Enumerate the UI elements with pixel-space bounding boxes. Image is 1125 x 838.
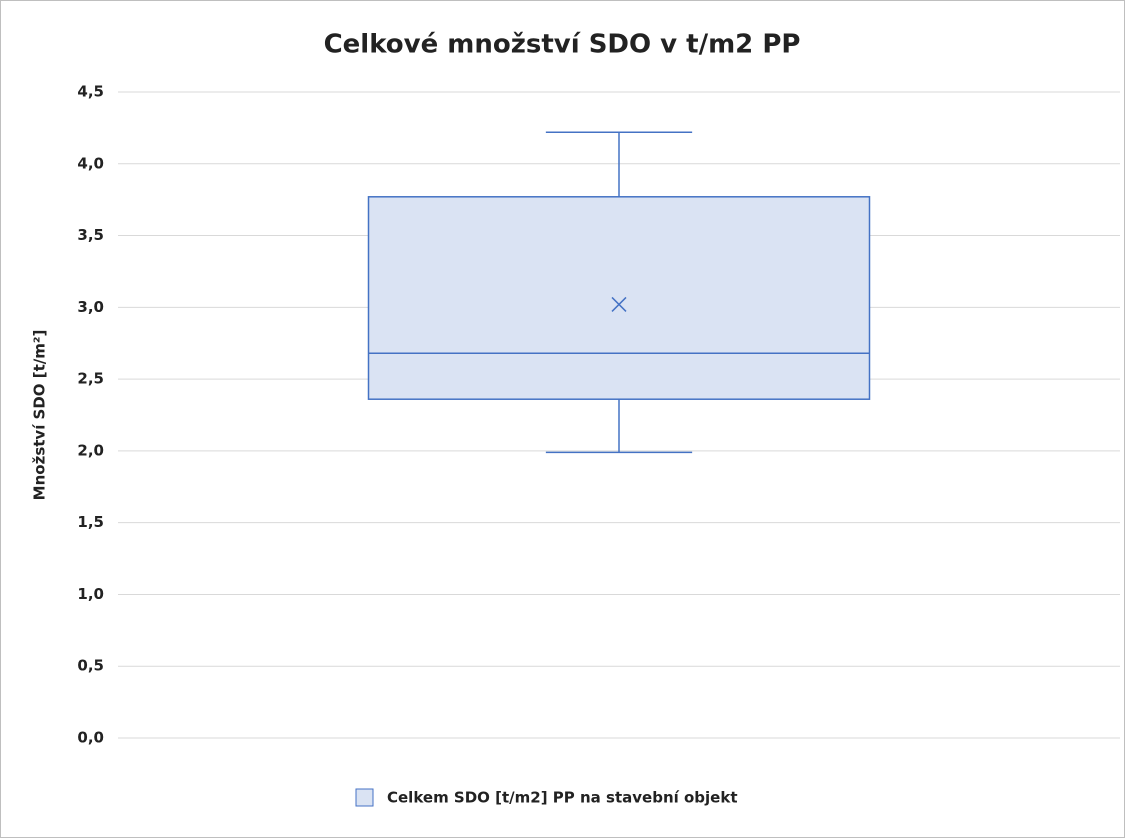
legend-label: Celkem SDO [t/m2] PP na stavební objekt: [387, 789, 738, 807]
legend-swatch: [355, 788, 374, 807]
y-tick-label: 2,0: [77, 441, 104, 459]
y-tick-label: 0,0: [77, 729, 104, 747]
y-tick-label: 0,5: [77, 657, 104, 675]
box: [367, 196, 871, 400]
y-axis-title: Množství SDO [t/m²]: [31, 330, 49, 501]
mean-marker: [611, 296, 627, 312]
y-tick-label: 3,0: [77, 298, 104, 316]
y-tick-label: 4,0: [77, 154, 104, 172]
y-tick-label: 1,0: [77, 585, 104, 603]
y-tick-label: 2,5: [77, 370, 104, 388]
y-tick-label: 1,5: [77, 513, 104, 531]
y-tick-label: 4,5: [77, 83, 104, 101]
y-tick-label: 3,5: [77, 226, 104, 244]
chart-title: Celkové množství SDO v t/m2 PP: [324, 30, 801, 60]
